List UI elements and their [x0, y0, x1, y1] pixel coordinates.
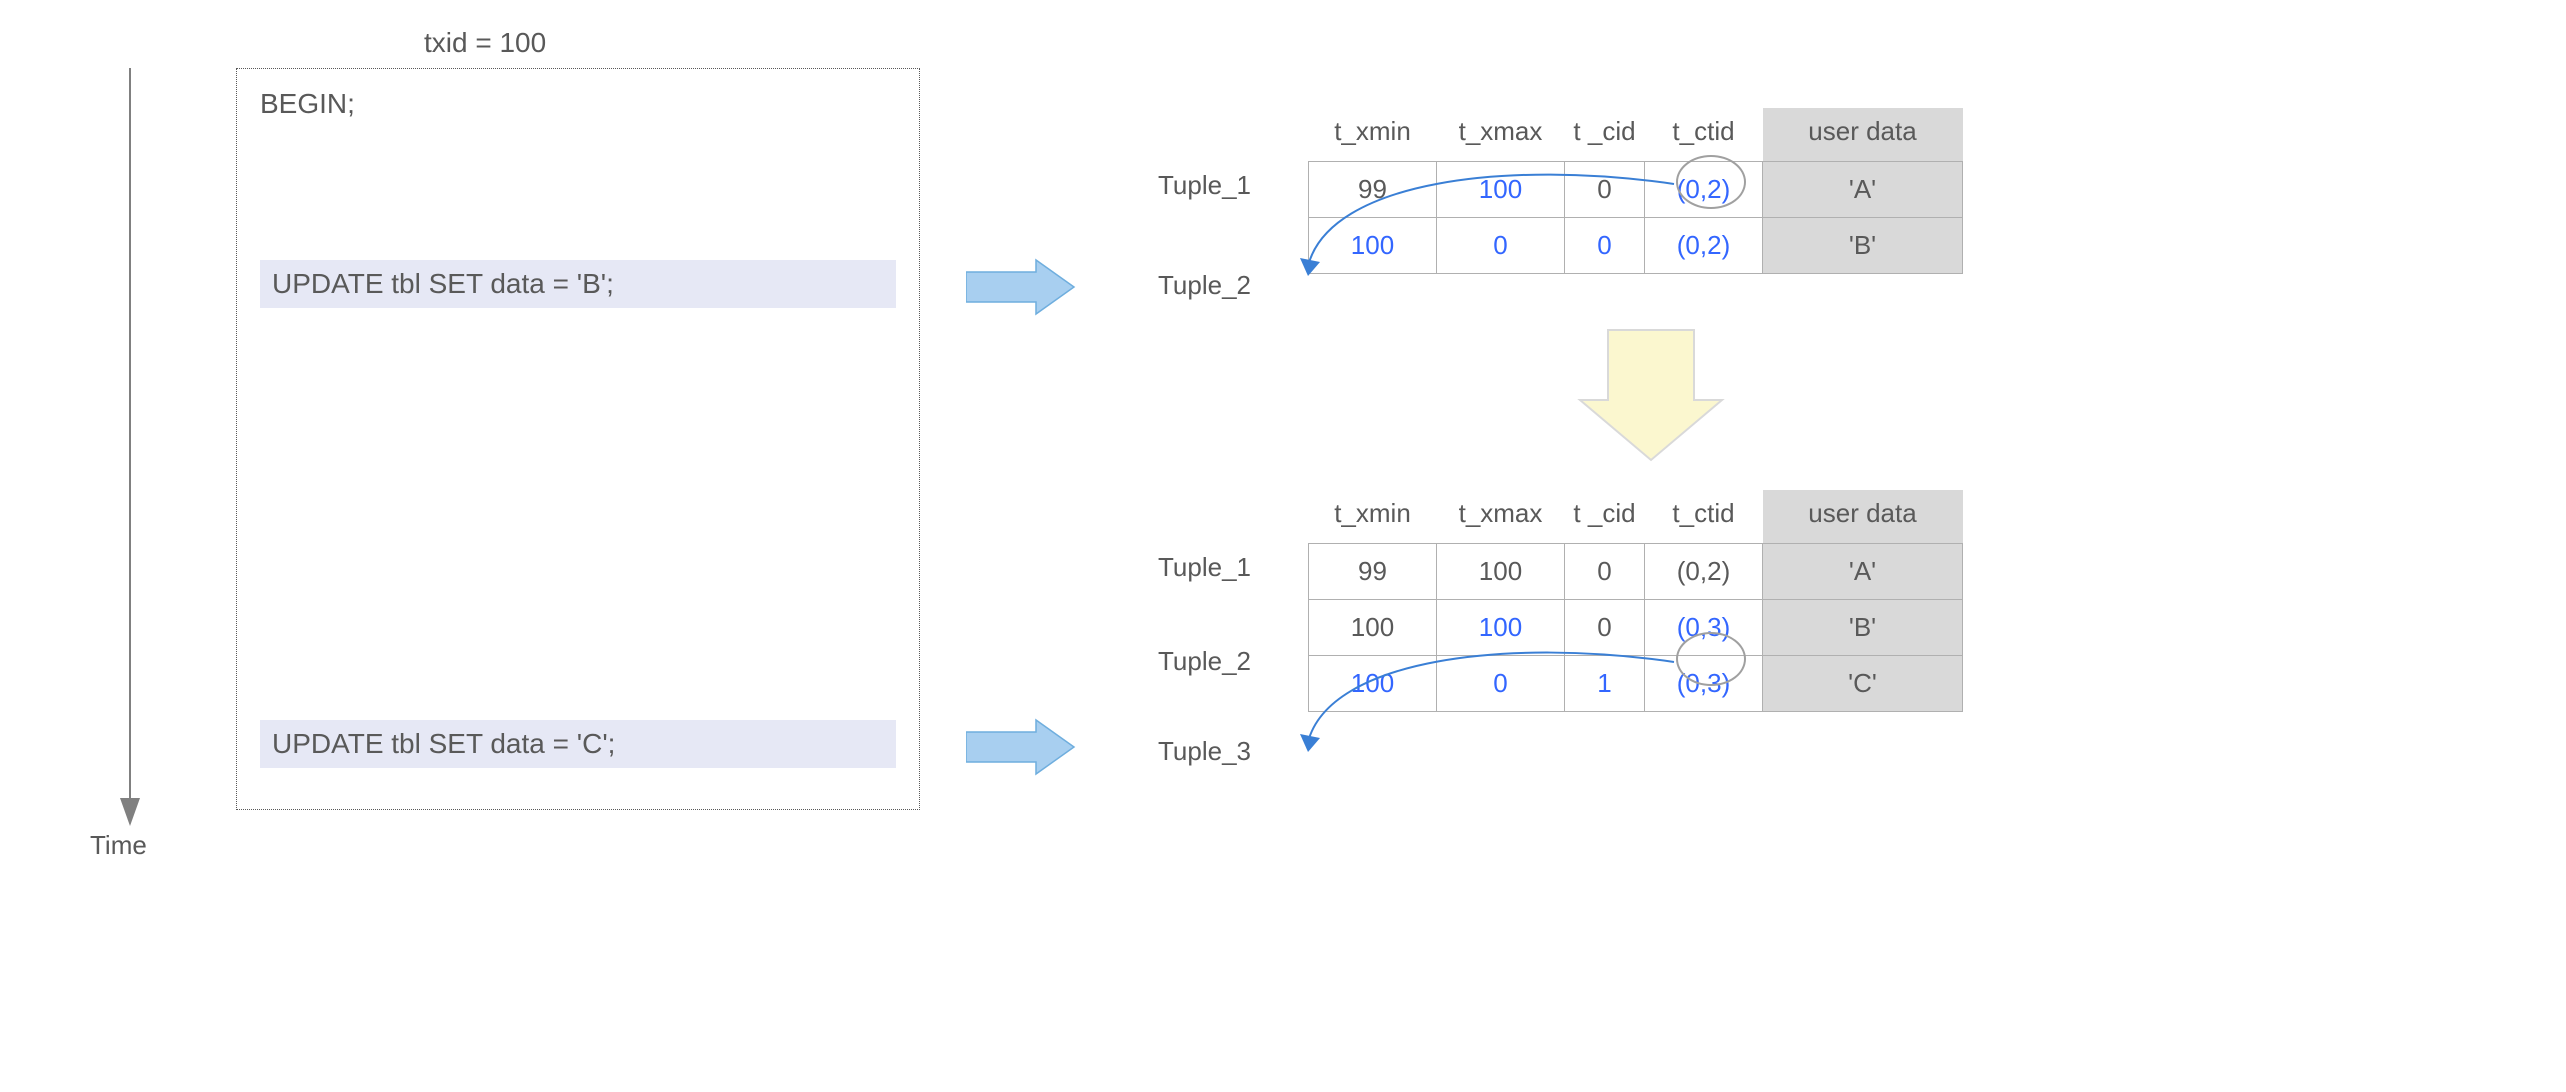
tuple-table-2: t_xmin t_xmax t _cid t_ctid user data 99…	[1308, 490, 1963, 712]
time-label: Time	[90, 830, 147, 861]
tuple2-label-t2: Tuple_2	[1158, 646, 1251, 677]
t1r1-data: 'A'	[1763, 162, 1963, 218]
th-t_ctid: t_ctid	[1645, 108, 1763, 162]
tuple-table-1: t_xmin t_xmax t _cid t_ctid user data 99…	[1308, 108, 1963, 274]
t1r2-cid: 0	[1565, 218, 1645, 274]
tuple2-label-t1: Tuple_2	[1158, 270, 1251, 301]
t1r2-data: 'B'	[1763, 218, 1963, 274]
transaction-box	[236, 68, 920, 810]
th-t_xmax: t_xmax	[1437, 108, 1565, 162]
t1r1-xmin: 99	[1309, 162, 1437, 218]
sql-statement-2: UPDATE tbl SET data = 'C';	[260, 720, 896, 768]
t2r1-data: 'A'	[1763, 544, 1963, 600]
down-arrow	[1576, 326, 1726, 466]
tuple3-label-t2: Tuple_3	[1158, 736, 1251, 767]
th-t_cid: t _cid	[1565, 108, 1645, 162]
t2r2-cid: 0	[1565, 600, 1645, 656]
t2r3-data: 'C'	[1763, 656, 1963, 712]
t1r1-cid: 0	[1565, 162, 1645, 218]
table1-row-1: 99 100 0 (0,2) 'A'	[1309, 162, 1963, 218]
table2-header-row: t_xmin t_xmax t _cid t_ctid user data	[1309, 490, 1963, 544]
t2r3-xmax: 0	[1437, 656, 1565, 712]
flow-arrow-2	[966, 718, 1076, 776]
th2-user_data: user data	[1763, 490, 1963, 544]
table1-row-2: 100 0 0 (0,2) 'B'	[1309, 218, 1963, 274]
t2r1-cid: 0	[1565, 544, 1645, 600]
t2r1-xmax: 100	[1437, 544, 1565, 600]
t1r2-ctid: (0,2)	[1645, 218, 1763, 274]
t2r1-ctid: (0,2)	[1645, 544, 1763, 600]
sql-statement-1: UPDATE tbl SET data = 'B';	[260, 260, 896, 308]
tuple1-label-t2: Tuple_1	[1158, 552, 1251, 583]
begin-statement: BEGIN;	[260, 88, 355, 120]
th2-t_xmin: t_xmin	[1309, 490, 1437, 544]
table1-header-row: t_xmin t_xmax t _cid t_ctid user data	[1309, 108, 1963, 162]
th-user_data: user data	[1763, 108, 1963, 162]
table2-row-3: 100 0 1 (0,3) 'C'	[1309, 656, 1963, 712]
th-t_xmin: t_xmin	[1309, 108, 1437, 162]
t2r2-xmax: 100	[1437, 600, 1565, 656]
time-axis-arrow	[118, 68, 142, 828]
txid-label: txid = 100	[424, 27, 546, 59]
t1r1-ctid: (0,2)	[1645, 162, 1763, 218]
t2r3-cid: 1	[1565, 656, 1645, 712]
t1r2-xmin: 100	[1309, 218, 1437, 274]
t2r2-xmin: 100	[1309, 600, 1437, 656]
th2-t_ctid: t_ctid	[1645, 490, 1763, 544]
tuple1-label-t1: Tuple_1	[1158, 170, 1251, 201]
t2r2-ctid: (0,3)	[1645, 600, 1763, 656]
table2-row-1: 99 100 0 (0,2) 'A'	[1309, 544, 1963, 600]
t1r1-xmax: 100	[1437, 162, 1565, 218]
t2r3-xmin: 100	[1309, 656, 1437, 712]
t2r2-data: 'B'	[1763, 600, 1963, 656]
flow-arrow-1	[966, 258, 1076, 316]
t1r2-xmax: 0	[1437, 218, 1565, 274]
t2r3-ctid: (0,3)	[1645, 656, 1763, 712]
th2-t_cid: t _cid	[1565, 490, 1645, 544]
table2-row-2: 100 100 0 (0,3) 'B'	[1309, 600, 1963, 656]
t2r1-xmin: 99	[1309, 544, 1437, 600]
th2-t_xmax: t_xmax	[1437, 490, 1565, 544]
